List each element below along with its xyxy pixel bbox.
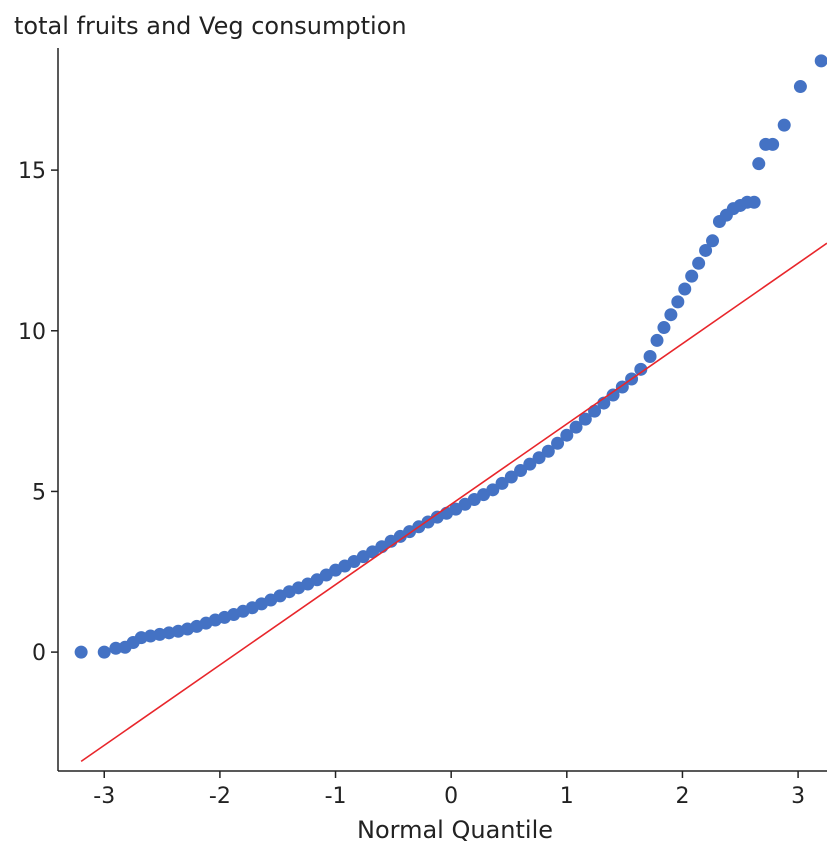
- y-tick-label: 15: [18, 159, 46, 184]
- data-point: [664, 308, 678, 322]
- x-tick-label: -2: [209, 784, 231, 809]
- data-point: [657, 321, 671, 335]
- y-tick-label: 0: [32, 641, 46, 666]
- data-point: [560, 428, 574, 442]
- data-point: [486, 483, 500, 497]
- x-tick-label: -3: [93, 784, 115, 809]
- data-point: [678, 282, 692, 296]
- data-point: [74, 645, 88, 659]
- x-tick-label: 3: [791, 784, 805, 809]
- data-point: [634, 362, 648, 376]
- x-tick-label: -1: [325, 784, 347, 809]
- plot-area: [74, 54, 827, 763]
- data-point: [793, 80, 807, 94]
- data-point: [685, 269, 699, 283]
- data-point: [523, 457, 537, 471]
- data-point: [504, 470, 518, 484]
- data-point: [606, 388, 620, 402]
- x-axis-label: Normal Quantile: [357, 816, 553, 844]
- y-tick-label: 5: [32, 480, 46, 505]
- data-point: [766, 137, 780, 151]
- data-points: [74, 54, 827, 659]
- data-point: [514, 464, 528, 478]
- data-point: [97, 645, 111, 659]
- y-axis-ticks: 0 5 10 15: [18, 159, 58, 666]
- y-tick-label: 10: [18, 320, 46, 345]
- data-point: [495, 476, 509, 490]
- data-point: [706, 234, 720, 248]
- reference-line-group: [80, 242, 827, 763]
- data-point: [532, 451, 546, 465]
- data-point: [671, 295, 685, 309]
- x-axis-ticks: -3 -2 -1 0 1 2 3: [93, 771, 805, 809]
- data-point: [777, 118, 791, 132]
- data-point: [541, 444, 555, 458]
- data-point: [650, 333, 664, 347]
- data-point: [578, 412, 592, 426]
- data-point: [551, 436, 565, 450]
- data-point: [692, 256, 706, 270]
- data-point: [569, 420, 583, 434]
- x-tick-label: 0: [444, 784, 458, 809]
- x-tick-label: 1: [560, 784, 574, 809]
- data-point: [752, 157, 766, 171]
- data-point: [643, 349, 657, 363]
- data-point: [699, 243, 713, 257]
- chart-title: total fruits and Veg consumption: [14, 12, 407, 40]
- data-point: [814, 54, 827, 68]
- x-tick-label: 2: [675, 784, 689, 809]
- data-point: [747, 195, 761, 209]
- reference-line: [80, 242, 827, 763]
